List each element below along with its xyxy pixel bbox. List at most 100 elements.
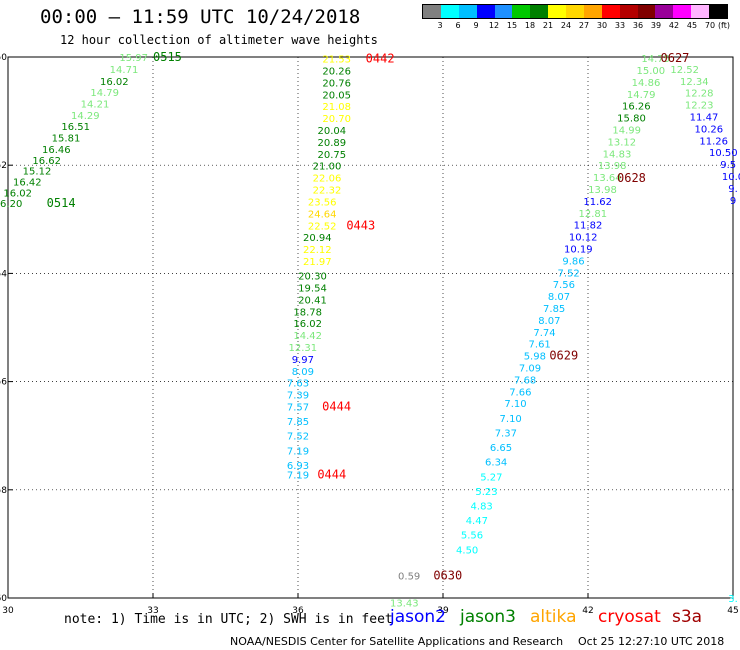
wave-height-label: 7.10 — [504, 399, 526, 410]
wave-height-label: 15.97 — [119, 53, 148, 64]
satellite-label-jason2: jason2 — [390, 607, 446, 627]
wave-height-label: 16.42 — [13, 177, 42, 188]
wave-height-label: 5.98 — [524, 352, 546, 363]
wave-height-label: 16.26 — [622, 102, 651, 113]
x-tick-label: 36 — [292, 606, 304, 616]
wave-height-label: 15.00 — [637, 66, 666, 77]
wave-height-label: 10.0 — [722, 172, 740, 183]
wave-height-label: 12.34 — [680, 77, 709, 88]
wave-height-label: 5.56 — [461, 531, 483, 542]
wave-height-label: 7.85 — [543, 304, 565, 315]
wave-height-label: 20.26 — [322, 67, 351, 78]
x-tick-label: 30 — [2, 606, 14, 616]
pass-time-label: 0444 — [317, 468, 346, 482]
colorbar-swatch — [458, 5, 477, 18]
x-tick-label: 42 — [582, 606, 593, 616]
wave-height-label: 14.71 — [110, 65, 139, 76]
wave-height-label: 22.32 — [313, 186, 342, 197]
wave-height-label: 6.34 — [485, 458, 507, 469]
wave-height-label: 10.12 — [569, 233, 598, 244]
wave-height-label: 13.64 — [593, 173, 622, 184]
wave-height-label: 16.46 — [42, 145, 71, 156]
wave-height-label: 20.89 — [318, 138, 347, 149]
wave-height-label: 5.23 — [475, 487, 497, 498]
wave-height-label: 12.28 — [685, 89, 714, 100]
page-title: 00:00 – 11:59 UTC 10/24/2018 — [40, 6, 361, 28]
wave-height-label: 12.81 — [579, 209, 608, 220]
wave-height-label: 15.12 — [23, 167, 52, 178]
colorbar-tick-label: 39 — [650, 21, 662, 30]
wave-height-label: 3. — [728, 594, 738, 605]
colorbar-swatch — [548, 5, 566, 18]
colorbar-tick-label: 24 — [560, 21, 572, 30]
credit-text: NOAA/NESDIS Center for Satellite Applica… — [230, 635, 564, 648]
colorbar-swatch — [512, 5, 531, 18]
wave-height-label: 24.64 — [308, 209, 337, 220]
generated-timestamp: Oct 25 12:27:10 UTC 2018 — [578, 635, 725, 648]
wave-height-label: 7.19 — [287, 446, 309, 457]
pass-time-label: 0443 — [346, 218, 375, 232]
wave-height-label: 7.19 — [287, 471, 309, 482]
wave-height-label: 9.5 — [720, 160, 736, 171]
wave-height-label: 11.26 — [699, 136, 728, 147]
wave-height-label: 20.41 — [298, 295, 327, 306]
wave-height-label: 20.05 — [322, 90, 351, 101]
colorbar-tick-label: 9 — [473, 21, 479, 30]
x-tick-label: 33 — [147, 606, 158, 616]
colorbar-tick-label: 18 — [524, 21, 536, 30]
pass-time-label: 0515 — [153, 50, 182, 64]
wave-height-label: 4.83 — [471, 501, 493, 512]
wave-height-label: 20.94 — [303, 233, 332, 244]
pass-time-label: 0628 — [617, 171, 646, 185]
wave-height-label: 14.99 — [612, 125, 641, 136]
wave-height-label: 9. — [728, 184, 738, 195]
wave-height-label: 12.52 — [670, 65, 699, 76]
satellite-label-s3a: s3a — [672, 607, 703, 627]
colorbar-swatch — [423, 5, 441, 18]
pass-time-label: 0442 — [366, 52, 395, 66]
colorbar-swatch — [637, 5, 656, 18]
wave-height-label: 7.57 — [287, 402, 309, 413]
wave-height-label: 14.83 — [603, 149, 632, 160]
wave-height-label: 12.31 — [289, 343, 318, 354]
colorbar-legend: (ft) 3 6 9 12 15 18 21 24 27 30 33 36 39 42 45 70 — [422, 4, 730, 34]
wave-height-label: 14.75 — [641, 54, 670, 65]
wave-height-label: 16.51 — [61, 122, 90, 133]
pass-time-label: 0629 — [549, 349, 578, 363]
wave-height-label: 22.06 — [313, 174, 342, 185]
wave-height-label: 7.66 — [509, 387, 531, 398]
wave-height-label: 8.07 — [548, 292, 570, 303]
wave-height-label: 20.76 — [322, 78, 351, 89]
colorbar-swatch — [440, 5, 459, 18]
wave-height-label: 21.08 — [322, 102, 351, 113]
colorbar-tick-label: 6 — [455, 21, 461, 30]
wave-height-label: 12.23 — [685, 101, 714, 112]
wave-height-label: 9 — [730, 196, 736, 207]
pass-time-label: 0444 — [322, 399, 351, 413]
wave-height-label: 5.27 — [480, 472, 502, 483]
satellite-label-jason3: jason3 — [460, 607, 516, 627]
satellite-label-altika: altika — [530, 607, 577, 627]
colorbar-swatch — [583, 5, 602, 18]
wave-height-label: 6.65 — [490, 443, 512, 454]
wave-height-label: 21.00 — [313, 162, 342, 173]
wave-height-label: 19.54 — [298, 283, 327, 294]
wave-height-label: 10.26 — [695, 124, 724, 135]
wave-height-label: 16.62 — [32, 156, 61, 167]
wave-height-label: 20.75 — [318, 150, 347, 161]
wave-height-label: 14.21 — [81, 100, 110, 111]
wave-height-label: 0.59 — [398, 571, 420, 582]
wave-height-label: 4.50 — [456, 545, 478, 556]
y-tick-label: -50 — [0, 53, 7, 63]
wave-height-label: 13.98 — [588, 185, 617, 196]
colorbar-swatch — [709, 5, 727, 18]
wave-height-label: 7.39 — [287, 391, 309, 402]
y-tick-label: -60 — [0, 594, 7, 604]
colorbar-tick-label: 15 — [506, 21, 518, 30]
colorbar-tick-label: 36 — [632, 21, 644, 30]
wave-height-label: 11.47 — [690, 113, 719, 124]
pass-time-label: 0630 — [433, 568, 462, 582]
colorbar-swatch — [619, 5, 638, 18]
wave-height-label: 20.70 — [322, 114, 351, 125]
colorbar-swatch — [673, 5, 692, 18]
